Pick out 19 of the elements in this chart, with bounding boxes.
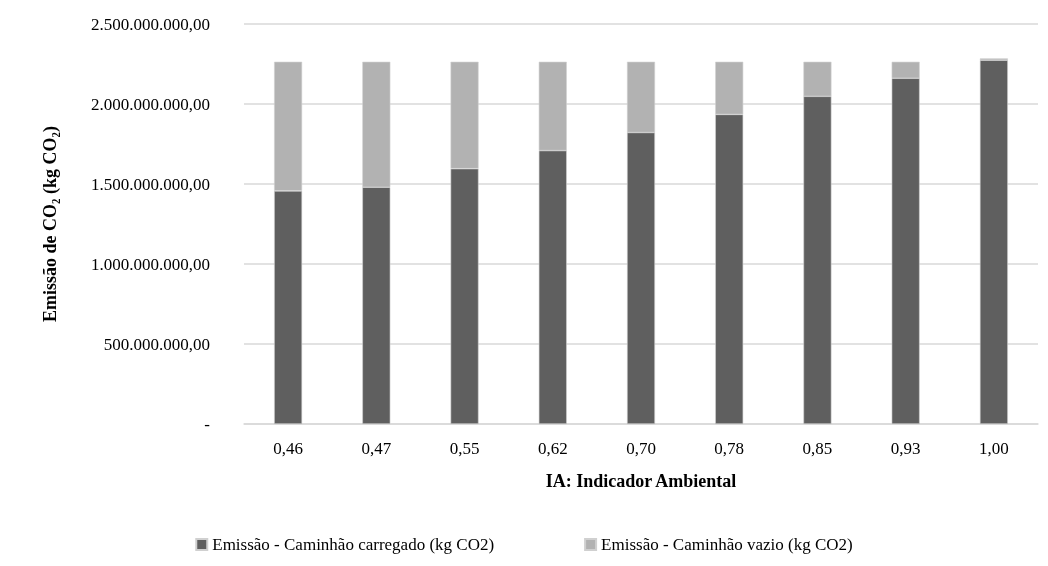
x-tick-label: 0,85 (802, 439, 833, 458)
x-tick-label: 0,46 (273, 439, 303, 458)
x-tick-label: 0,55 (449, 439, 480, 458)
x-tick-label: 0,78 (714, 439, 745, 458)
legend-label: Emissão - Caminhão carregado (kg CO2) (212, 535, 495, 554)
x-tick-label: 0,47 (361, 439, 392, 458)
y-tick-label: 1.500.000.000,00 (91, 174, 210, 194)
x-axis-title: IA: Indicador Ambiental (545, 471, 737, 491)
legend-label: Emissão - Caminhão vazio (kg CO2) (601, 535, 853, 554)
y-tick-label: 2.000.000.000,00 (91, 94, 210, 114)
x-tick-label: 0,93 (890, 439, 921, 458)
x-tick-label: 0,62 (537, 439, 568, 458)
y-tick-label: 2.500.000.000,00 (91, 14, 210, 34)
y-tick-label: - (204, 414, 211, 434)
x-tick-label: 1,00 (979, 439, 1009, 458)
y-tick-label: 500.000.000,00 (103, 334, 210, 354)
y-tick-label: 1.000.000.000,00 (91, 254, 210, 274)
y-axis-title: Emissão de CO₂ (kg CO₂) (40, 126, 61, 322)
x-tick-label: 0,70 (626, 439, 656, 458)
